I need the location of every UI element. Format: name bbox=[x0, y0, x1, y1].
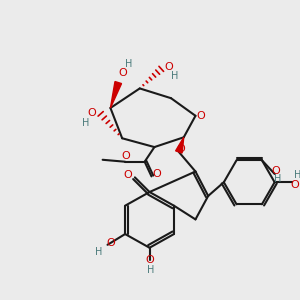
Text: O: O bbox=[291, 180, 299, 190]
Text: H: H bbox=[171, 71, 178, 81]
Text: H: H bbox=[147, 265, 154, 275]
Text: O: O bbox=[119, 68, 128, 78]
Text: H: H bbox=[274, 174, 281, 184]
Text: H: H bbox=[294, 170, 300, 180]
Text: O: O bbox=[124, 170, 132, 180]
Text: O: O bbox=[196, 111, 205, 121]
Text: O: O bbox=[152, 169, 161, 179]
Text: H: H bbox=[95, 247, 102, 256]
Polygon shape bbox=[176, 137, 184, 153]
Text: O: O bbox=[176, 144, 185, 154]
Text: O: O bbox=[88, 108, 96, 118]
Text: O: O bbox=[106, 238, 115, 248]
Text: O: O bbox=[122, 151, 130, 161]
Text: O: O bbox=[165, 62, 173, 72]
Polygon shape bbox=[110, 82, 122, 108]
Text: H: H bbox=[125, 59, 133, 69]
Text: O: O bbox=[271, 166, 280, 176]
Text: H: H bbox=[82, 118, 90, 128]
Text: O: O bbox=[145, 255, 154, 266]
